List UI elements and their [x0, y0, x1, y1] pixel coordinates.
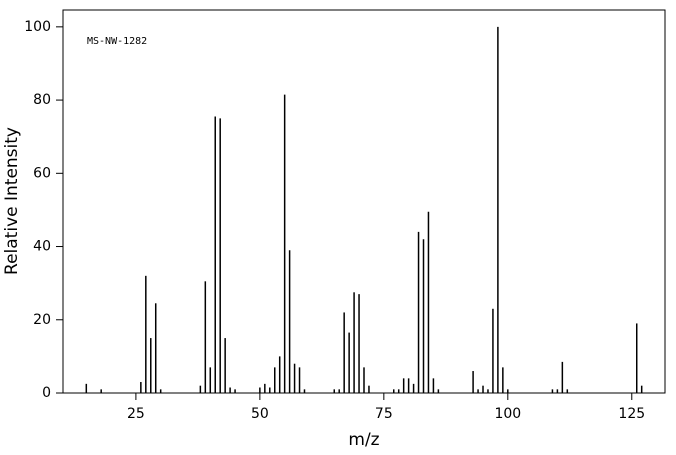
x-tick-label: 125 — [618, 406, 645, 422]
y-tick-label: 60 — [33, 165, 51, 181]
plot-frame — [62, 9, 666, 394]
y-axis-label: Relative Intensity — [2, 127, 22, 275]
y-tick-label: 100 — [24, 19, 51, 35]
x-tick-label: 50 — [251, 406, 269, 422]
y-tick-label: 20 — [33, 312, 51, 328]
y-tick-label: 40 — [33, 239, 51, 255]
y-tick-label: 0 — [42, 385, 51, 401]
x-tick-label: 100 — [494, 406, 521, 422]
y-tick-label: 80 — [33, 92, 51, 108]
annotation: MS-NW-1282 — [87, 36, 147, 47]
x-tick-label: 75 — [375, 406, 393, 422]
x-axis-label: m/z — [348, 430, 379, 450]
x-tick-label: 25 — [127, 406, 145, 422]
